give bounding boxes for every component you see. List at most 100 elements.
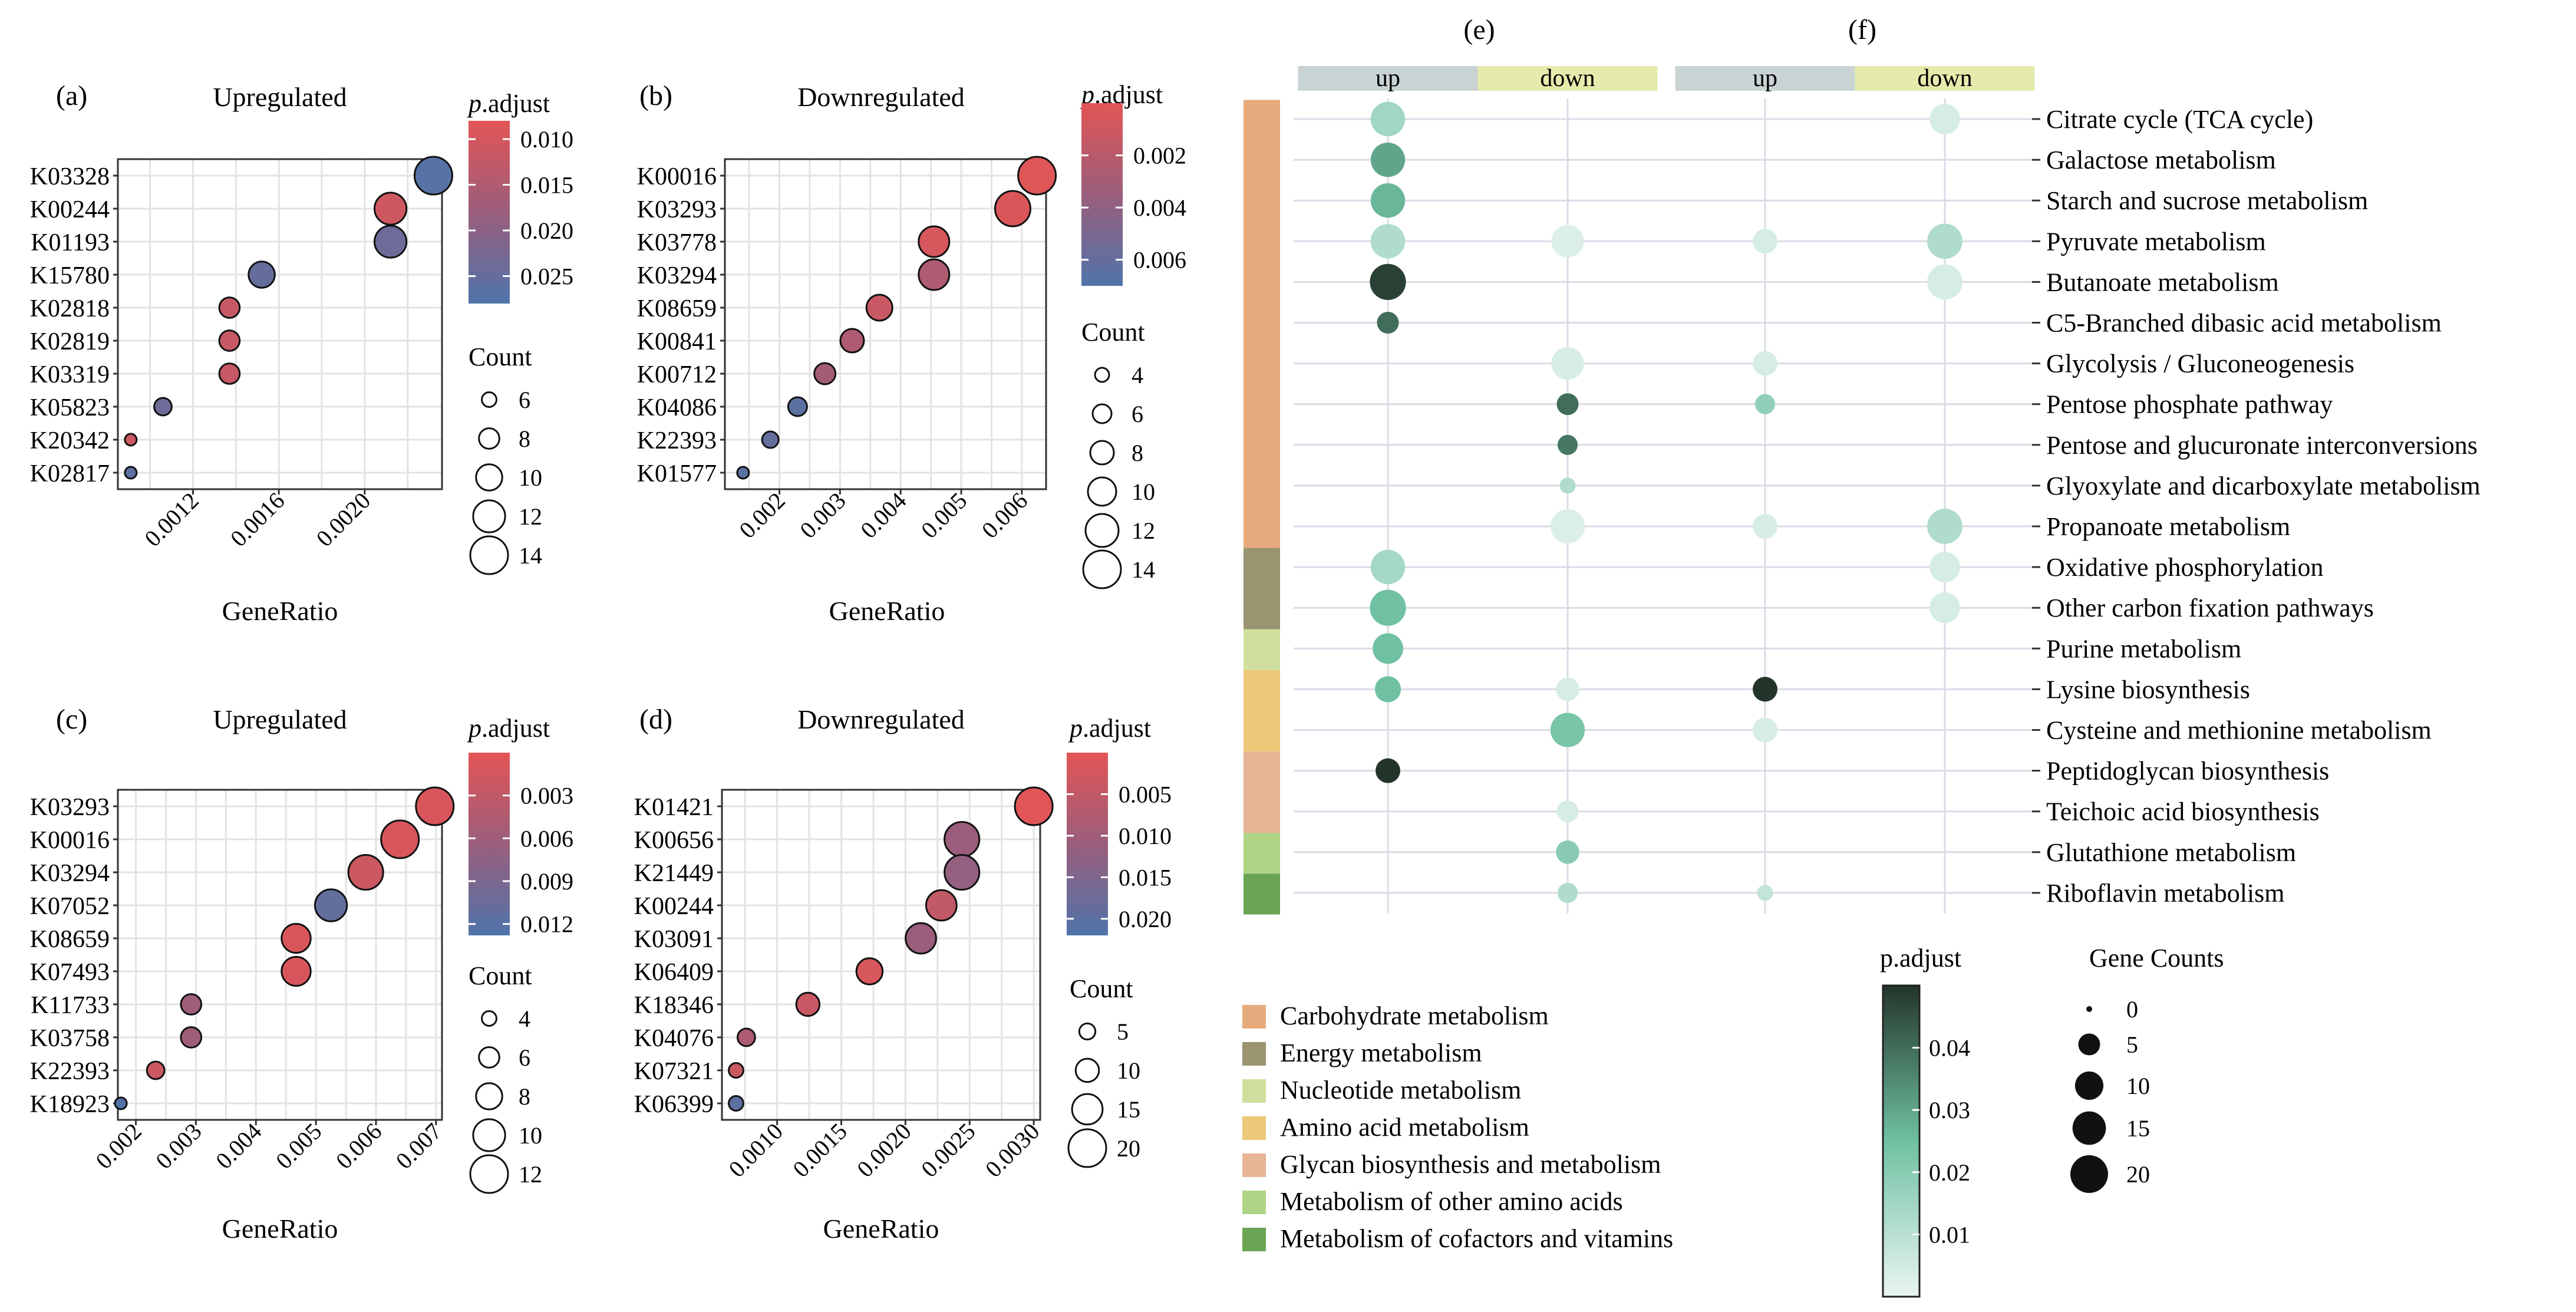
panel-b-point [761, 430, 780, 449]
pathway-size-key-label: 20 [2126, 1161, 2150, 1188]
panel-d-point [728, 1062, 744, 1079]
panel-d-ytick-label: K06399 [634, 1091, 714, 1118]
panel-c-ytick-label: K08659 [30, 926, 110, 953]
pathway-dots [1370, 101, 1962, 903]
pathway-dot [1927, 223, 1962, 259]
pathway-color-bar [1882, 984, 1921, 1298]
panel-a-color-tick-label: 0.025 [520, 263, 573, 290]
panel-d-color-tick-label: 0.015 [1119, 864, 1172, 891]
panel-a-point [124, 433, 138, 447]
pathway-category-swatch [1242, 1079, 1266, 1103]
panel-b-xlabel: GeneRatio [829, 596, 945, 626]
panel-c-color-bar [469, 753, 510, 935]
panel-c-size-key-label: 6 [519, 1044, 530, 1071]
pathway-category-block [1244, 833, 1280, 874]
panel-b-ytick-label: K00712 [637, 361, 717, 388]
panel-d-size-key [1071, 1093, 1104, 1126]
panel-a-xtick-label: 0.0012 [139, 487, 204, 552]
panel-a-size-key-label: 6 [519, 387, 530, 413]
panel-d-xtick-label: 0.0020 [852, 1118, 916, 1183]
pathway-label: Peptidoglycan biosynthesis [2046, 757, 2329, 786]
panel-a-ytick-label: K00244 [30, 196, 110, 223]
pathway-label: Riboflavin metabolism [2046, 879, 2285, 908]
panel-c-ytick-label: K03294 [30, 860, 110, 887]
panel-d-size-legend: 5 10 15 20 [1067, 1018, 1140, 1168]
pathway-color-legend-title: p.adjust [1880, 944, 1961, 973]
panel-a-size-key [481, 391, 497, 408]
panel-c-point [180, 993, 203, 1016]
pathway-label: Propanoate metabolism [2046, 512, 2290, 541]
panel-a-size-key [469, 535, 509, 575]
pathway-category-block [1244, 629, 1280, 670]
panel-c-size-key-label: 12 [519, 1161, 542, 1188]
panel-b-size-key [1091, 403, 1113, 424]
panel-b-color-tick-label: 0.002 [1133, 143, 1186, 169]
panel-c-point [314, 888, 348, 922]
pathway-dot [1370, 589, 1406, 626]
pathway-size-key [2070, 1155, 2108, 1193]
panel-d-plot-area: K01421 K00656 K21449 K00244 K03091 K06409 K183… [634, 786, 1054, 1183]
panel-b-xtick-label: 0.006 [977, 487, 1033, 543]
panel-a-point [218, 329, 241, 352]
panel-c-label: (c) [56, 704, 87, 735]
panel-d-xlabel: GeneRatio [823, 1214, 939, 1244]
panel-c-size-key-label: 4 [519, 1006, 530, 1032]
pathway-category-swatch [1242, 1005, 1266, 1028]
pathway-dot [1927, 509, 1962, 544]
pathway-label: Glyoxylate and dicarboxylate metabolism [2046, 472, 2481, 500]
pathway-category-name: Metabolism of other amino acids [1280, 1187, 1623, 1216]
panel-a-size-legend: 6 8 10 12 14 [469, 387, 542, 575]
pathway-dot [1929, 552, 1960, 583]
pathway-size-key [2078, 1033, 2100, 1056]
pathway-label: C5-Branched dibasic acid metabolism [2046, 309, 2442, 338]
panel-d: (d) Downregulated GeneRatio K01421 K00656… [634, 704, 1172, 1244]
panel-d-color-legend-title: p.adjust [1068, 714, 1151, 743]
panel-b-plot-area: K00016 K03293 K03778 K03294 K08659 K00841 K007… [637, 156, 1057, 543]
panel-b-point [839, 328, 865, 354]
panel-d-xtick-label: 0.0010 [723, 1118, 788, 1183]
panel-d-size-key [1067, 1128, 1107, 1168]
panel-a-size-legend-title: Count [469, 342, 532, 371]
pathway-category-swatch [1242, 1042, 1266, 1066]
panel-a: (a) Upregulated GeneRatio K03328K00244K0… [30, 80, 573, 626]
pathway-dot [1556, 677, 1579, 701]
panel-d-ytick-label: K07321 [634, 1058, 714, 1085]
pathway-dot [1559, 477, 1576, 494]
pathway-size-key-label: 0 [2126, 996, 2138, 1023]
pathway-category-name: Energy metabolism [1280, 1039, 1482, 1067]
pathway-labels: Citrate cycle (TCA cycle) Galactose metab… [2032, 105, 2481, 908]
panel-a-size-key-label: 8 [519, 426, 530, 452]
panel-b-label: (b) [639, 80, 672, 111]
pathway-label: Oxidative phosphorylation [2046, 553, 2324, 582]
pathway-category-bar [1244, 100, 1280, 915]
panel-d-color-bar [1067, 753, 1108, 935]
panel-d-ytick-label: K21449 [634, 860, 714, 887]
pathway-header-up-label: up [1753, 65, 1777, 92]
panel-c-size-key [475, 1082, 503, 1110]
panel-a-point [218, 296, 241, 319]
panel-d-xtick-label: 0.0015 [787, 1118, 852, 1183]
panel-a-point [218, 362, 241, 385]
pathway-header-down [1477, 66, 1658, 91]
pathway-grid [1294, 98, 2039, 914]
pathway-column-headers: up down up down [1298, 65, 2035, 92]
panel-d-ytick-label: K00656 [634, 827, 714, 854]
panel-b-point [918, 225, 951, 258]
panel-d-ytick-label: K00244 [634, 893, 714, 920]
panel-c-xtick-label: 0.007 [391, 1118, 447, 1174]
pathway-category-block [1244, 873, 1280, 915]
pathway-dot [1757, 885, 1773, 901]
panel-c-point [114, 1096, 128, 1110]
pathway-label: Glycolysis / Gluconeogenesis [2046, 350, 2354, 378]
pathway-label: Cysteine and methionine metabolism [2046, 716, 2432, 745]
panel-c-ytick-label: K00016 [30, 827, 110, 854]
pathway-category-swatch [1242, 1153, 1266, 1177]
panel-a-ytick-label: K05823 [30, 394, 110, 421]
pathway-dot [1370, 263, 1406, 301]
pathway-category-block [1244, 548, 1280, 629]
panel-d-size-key-label: 20 [1117, 1135, 1140, 1162]
pathway-category-block [1244, 751, 1280, 833]
panel-c-ytick-label: K03293 [30, 794, 110, 821]
pathway-category-name: Amino acid metabolism [1280, 1113, 1529, 1142]
